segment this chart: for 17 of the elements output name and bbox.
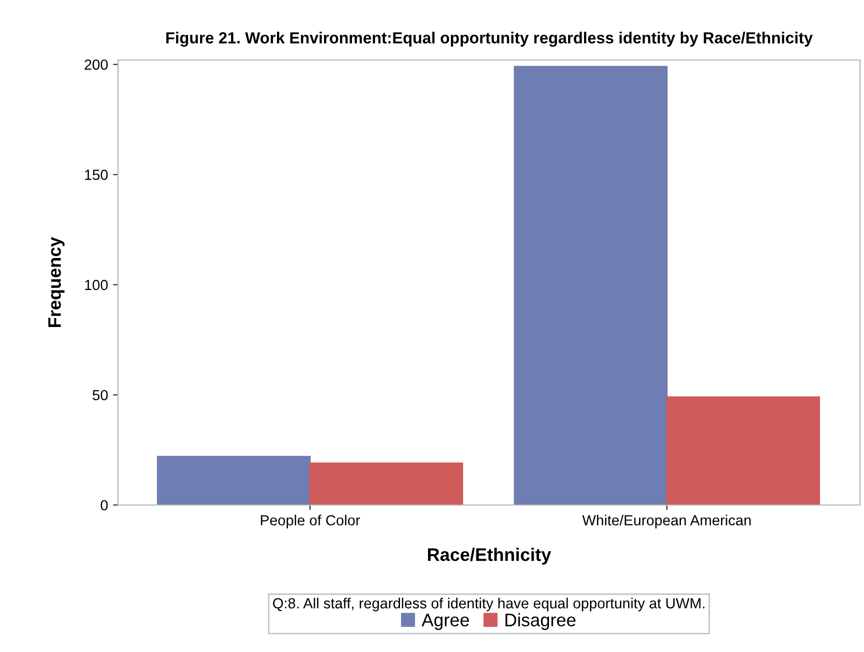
bar	[514, 66, 668, 505]
y-tick-label: 200	[84, 60, 108, 70]
x-tick-label: People of Color	[260, 514, 360, 528]
chart-title: Figure 21. Work Environment:Equal opportunity regardless identity by Race/Ethnicity	[166, 32, 813, 47]
x-axis-title: Race/Ethnicity	[428, 548, 552, 565]
legend-title: Q:8. All staff, regardless of identity have equal opportunity at UWM.	[273, 598, 704, 612]
y-tick-label: 0	[100, 500, 108, 510]
y-tick-label: 150	[85, 170, 108, 180]
y-tick-label: 100	[85, 280, 108, 290]
legend-label: Agree	[422, 614, 469, 630]
bar	[666, 396, 820, 505]
x-tick-label: White/European American	[582, 514, 751, 528]
legend-label: Disagree	[506, 613, 576, 630]
y-axis-title: Frequency	[48, 236, 65, 327]
y-tick-label: 50	[92, 390, 108, 400]
bar	[309, 462, 464, 505]
bar	[156, 456, 311, 505]
